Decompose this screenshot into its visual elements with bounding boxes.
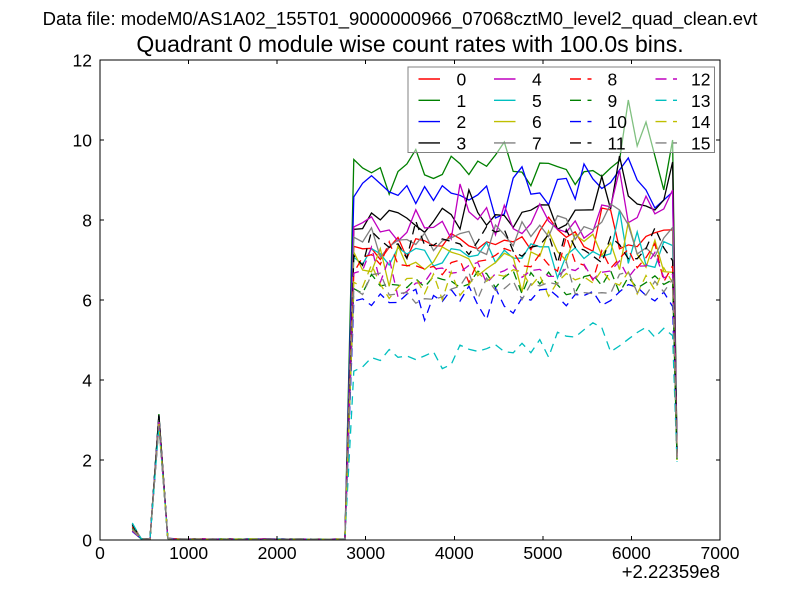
- svg-text:13: 13: [691, 91, 710, 111]
- svg-text:11: 11: [608, 133, 626, 153]
- svg-text:Data file: modeM0/AS1A02_155T0: Data file: modeM0/AS1A02_155T01_90000009…: [43, 8, 758, 30]
- svg-text:4: 4: [82, 371, 92, 391]
- svg-text:2: 2: [457, 112, 467, 132]
- svg-text:14: 14: [691, 112, 711, 132]
- svg-text:0: 0: [95, 543, 105, 563]
- svg-text:7000: 7000: [701, 543, 740, 563]
- svg-text:9: 9: [608, 91, 618, 111]
- svg-text:15: 15: [691, 133, 710, 153]
- svg-text:6: 6: [532, 112, 542, 132]
- svg-text:1000: 1000: [169, 543, 208, 563]
- svg-text:1: 1: [457, 91, 467, 111]
- svg-text:7: 7: [532, 133, 542, 153]
- svg-text:10: 10: [73, 131, 93, 151]
- svg-text:10: 10: [608, 112, 628, 132]
- svg-text:4: 4: [532, 70, 542, 90]
- svg-text:8: 8: [608, 70, 618, 90]
- svg-text:12: 12: [691, 70, 710, 90]
- svg-text:5: 5: [532, 91, 542, 111]
- svg-text:5000: 5000: [523, 543, 562, 563]
- svg-text:+2.22359e8: +2.22359e8: [622, 561, 720, 582]
- svg-text:3: 3: [457, 133, 467, 153]
- svg-text:6000: 6000: [612, 543, 651, 563]
- svg-text:0: 0: [82, 531, 92, 551]
- svg-text:3000: 3000: [346, 543, 385, 563]
- svg-text:0: 0: [457, 70, 467, 90]
- svg-text:Quadrant 0 module wise count r: Quadrant 0 module wise count rates with …: [136, 31, 683, 57]
- svg-text:8: 8: [82, 211, 92, 231]
- svg-text:12: 12: [73, 51, 92, 71]
- svg-text:2: 2: [82, 451, 92, 471]
- svg-text:6: 6: [82, 291, 92, 311]
- svg-text:2000: 2000: [258, 543, 297, 563]
- svg-text:4000: 4000: [435, 543, 474, 563]
